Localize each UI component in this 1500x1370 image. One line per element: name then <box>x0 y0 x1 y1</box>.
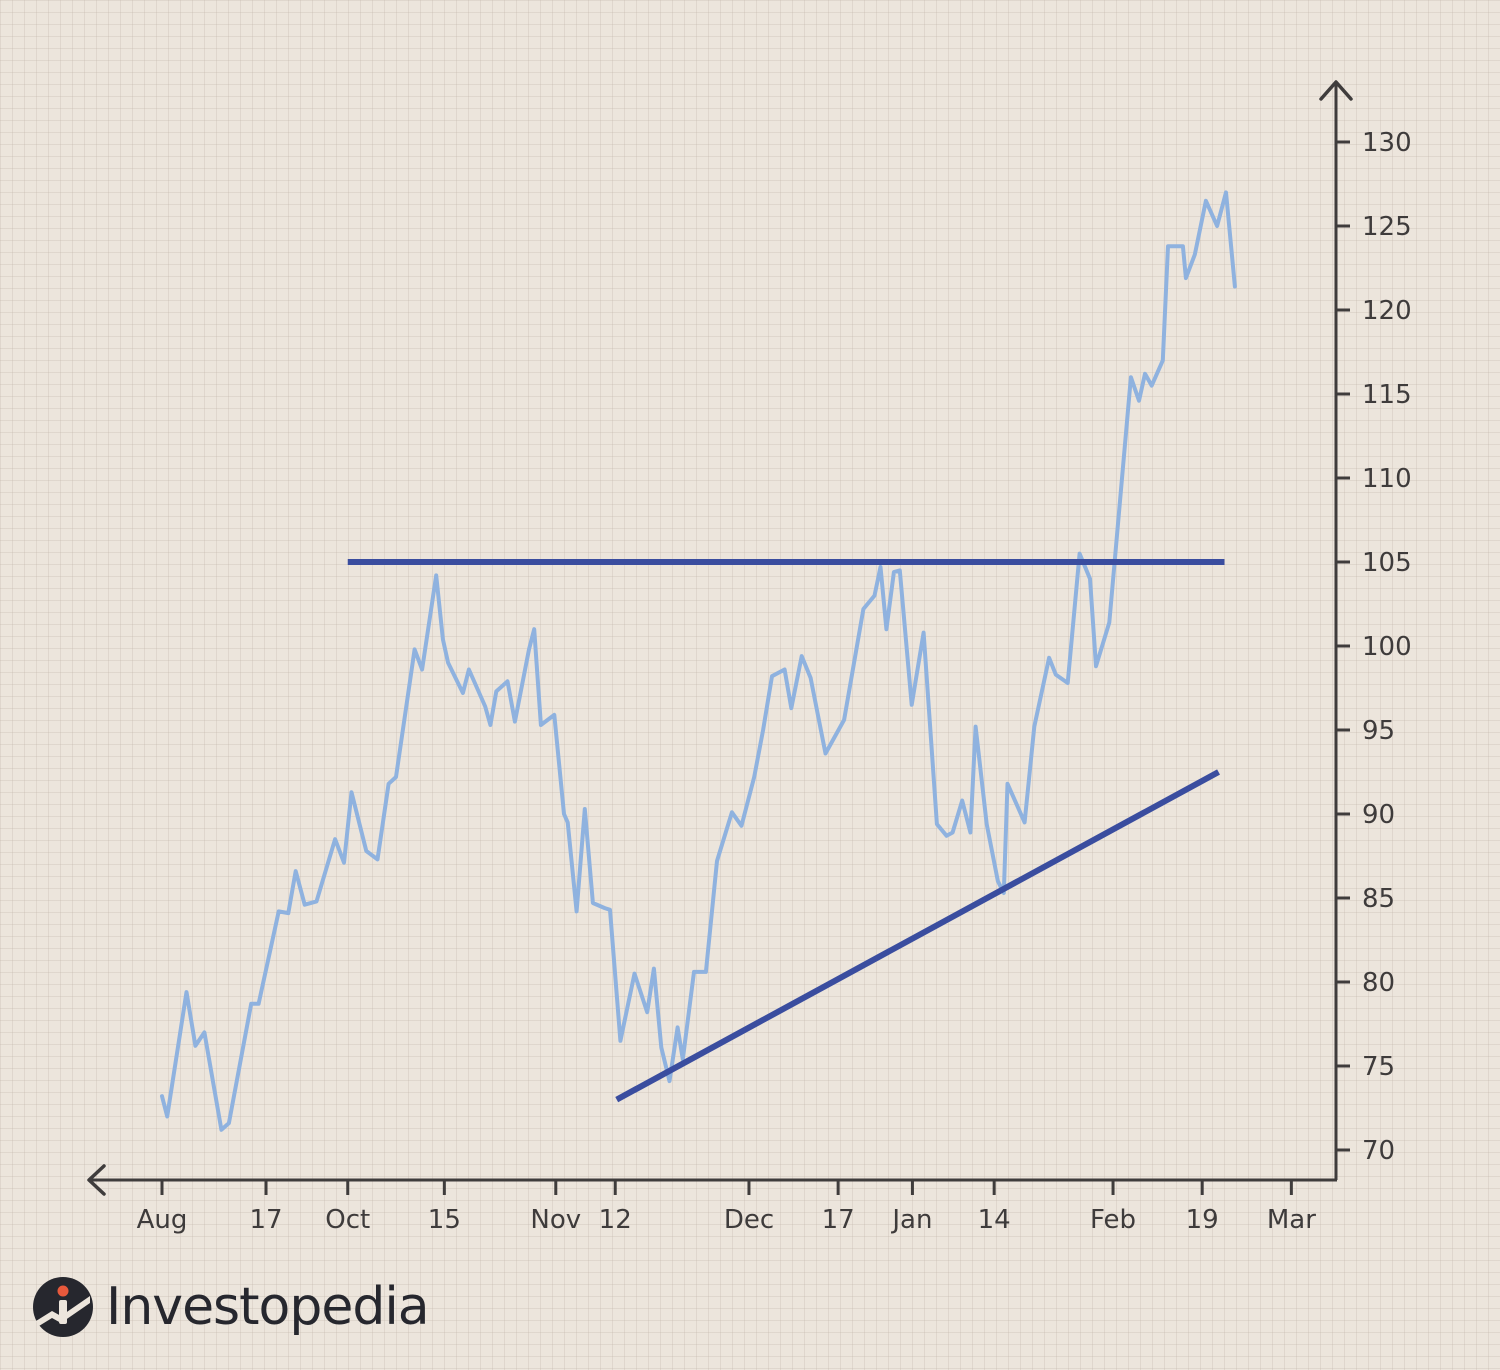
y-tick-label: 120 <box>1362 296 1412 326</box>
x-tick-label: 17 <box>822 1205 855 1235</box>
x-tick-label: Feb <box>1090 1205 1136 1235</box>
y-tick-label: 85 <box>1362 884 1395 914</box>
x-tick-label: Jan <box>890 1205 932 1235</box>
brand-name: Investopedia <box>106 1277 430 1337</box>
y-tick-label: 130 <box>1362 128 1412 158</box>
y-tick-label: 90 <box>1362 800 1395 830</box>
x-tick-label: 12 <box>599 1205 632 1235</box>
y-tick-label: 110 <box>1362 464 1412 494</box>
x-tick-label: Nov <box>530 1205 581 1235</box>
x-axis-arrow-icon <box>87 1164 106 1196</box>
price-series-layer <box>160 190 1237 1132</box>
y-tick-label: 105 <box>1362 548 1412 578</box>
investopedia-logo: Investopedia <box>32 1276 430 1338</box>
y-tick-label: 115 <box>1362 380 1412 410</box>
trendline-layer <box>347 559 1225 1103</box>
y-axis-arrow-icon <box>1319 80 1353 101</box>
x-tick-label: 14 <box>978 1205 1011 1235</box>
price-series-line <box>160 190 1237 1132</box>
x-tick-label: Oct <box>325 1205 370 1235</box>
y-tick-label: 75 <box>1362 1052 1395 1082</box>
y-tick-label: 70 <box>1362 1136 1395 1166</box>
x-tick-label: Aug <box>137 1205 188 1235</box>
y-tick-label: 100 <box>1362 632 1412 662</box>
x-tick-label: 19 <box>1186 1205 1219 1235</box>
y-tick-label: 95 <box>1362 716 1395 746</box>
y-tick-label: 125 <box>1362 212 1412 242</box>
x-axis-ticks: Aug 17 Oct 15 Nov 12 Dec 17 Jan 14 Feb 19 Mar <box>137 1180 1316 1235</box>
investopedia-logo-icon <box>33 1277 93 1337</box>
support-trendline <box>615 769 1220 1103</box>
x-tick-label: Mar <box>1267 1205 1316 1235</box>
x-tick-label: 15 <box>428 1205 461 1235</box>
axes <box>87 80 1353 1196</box>
x-tick-label: Dec <box>724 1205 774 1235</box>
x-tick-label: 17 <box>249 1205 282 1235</box>
y-tick-label: 80 <box>1362 968 1395 998</box>
y-axis-ticks: 70 75 80 85 90 95 100 105 110 115 120 125 130 <box>1336 128 1412 1166</box>
